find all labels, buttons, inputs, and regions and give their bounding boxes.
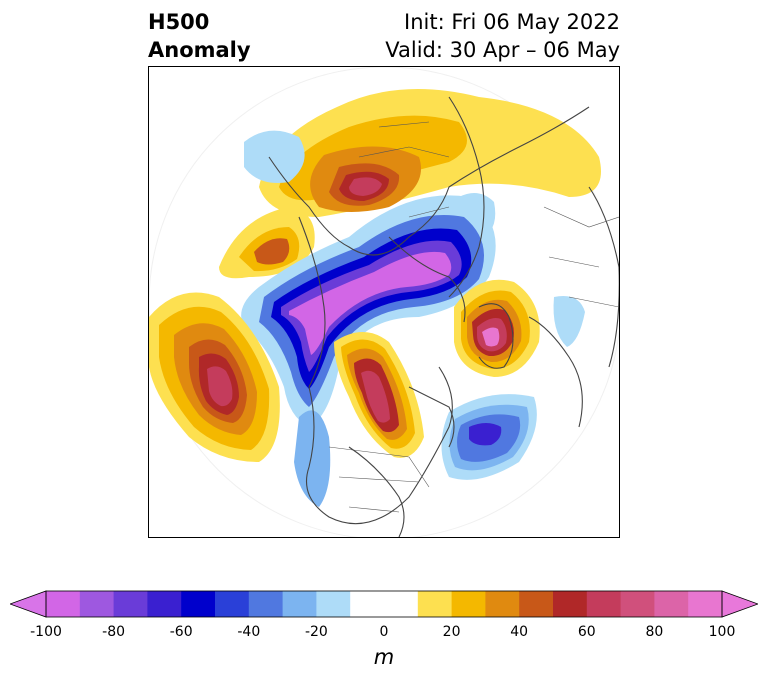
coastlines [268,96,619,537]
colorbar-cell [113,591,148,617]
colorbar-cell [519,591,554,617]
positive-anomaly-siberia [259,89,601,217]
colorbar-cell [350,591,385,617]
colorbar-cell [451,591,486,617]
colorbar-extend-low [10,590,47,618]
colorbar-cell [417,591,453,617]
title-field: Anomaly [148,38,251,62]
colorbar-tick-label: 60 [577,624,596,640]
negative-anomaly-west-coast [294,410,331,507]
colorbar-cell [215,591,250,617]
colorbar-cell [248,591,284,617]
colorbar-cell [147,591,182,617]
colorbar-outline [45,590,723,618]
colorbar-cell [654,591,689,617]
colorbar-unit: m [373,645,395,669]
colorbar-cell [485,591,520,617]
colorbar-tick-label: -40 [237,624,261,640]
title-left: H500 Anomaly [148,8,251,64]
colorbar-cell [282,591,317,617]
colorbar-extend-high [721,590,758,618]
colorbar-cell [46,591,81,617]
colorbar-cell [316,591,351,617]
negative-anomaly-fringe [459,193,496,237]
init-time: Init: Fri 06 May 2022 [404,10,620,34]
colorbar-ticks: -100 -80 -60 -40 -20 0 20 40 60 80 100 [0,624,768,646]
colorbar-cells [46,591,723,617]
negative-anomaly-east-small [553,296,585,347]
colorbar-tick-label: 80 [645,624,664,640]
map-panel [148,66,620,538]
colorbar-tick-label: 0 [379,624,389,640]
colorbar-tick-label: -80 [102,624,126,640]
positive-anomaly-north-america [334,332,424,458]
anomaly-map [149,67,619,537]
colorbar-tick-label: 100 [708,624,736,640]
positive-anomaly-europe [454,279,540,377]
colorbar [10,590,758,618]
positive-anomaly-pacific [149,292,280,462]
valid-range: Valid: 30 Apr – 06 May [385,38,620,62]
colorbar-tick-label: -20 [304,624,328,640]
colorbar-cell [181,591,216,617]
colorbar-cell [586,591,622,617]
colorbar-cell [688,591,723,617]
colorbar-tick-label: -60 [169,624,193,640]
positive-anomaly-west-ridge [219,207,315,279]
colorbar-cell [384,591,419,617]
colorbar-tick-label: -100 [30,624,62,640]
colorbar-tick-label: 20 [442,624,461,640]
political-borders [328,121,619,513]
colorbar-cell [620,591,655,617]
colorbar-tick-label: 40 [510,624,529,640]
negative-anomaly-northwest [244,130,305,183]
negative-anomaly-atlantic [441,394,537,480]
title-variable: H500 [148,10,210,34]
colorbar-cell [79,591,115,617]
title-right: Init: Fri 06 May 2022 Valid: 30 Apr – 06… [385,8,620,64]
negative-anomaly-polar-trough [241,195,496,427]
colorbar-cell [553,591,588,617]
